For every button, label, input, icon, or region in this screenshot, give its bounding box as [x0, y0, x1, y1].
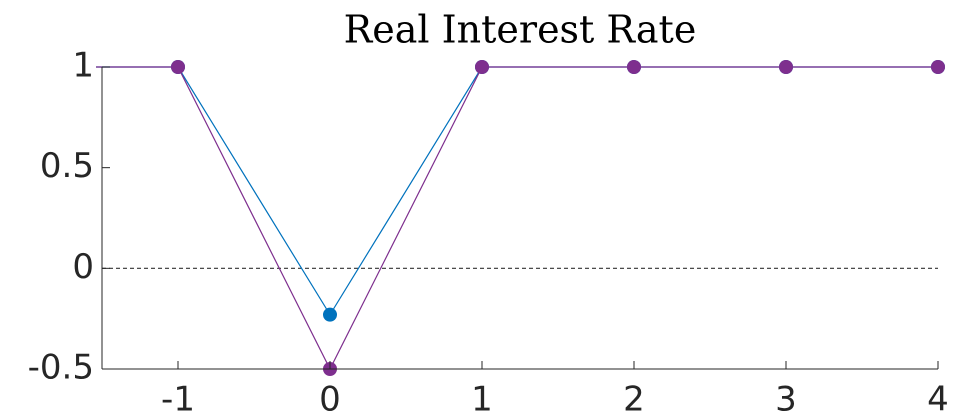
series-line	[96, 66, 938, 371]
marker	[931, 60, 945, 74]
series-line	[96, 66, 938, 316]
marker	[475, 60, 489, 74]
y-tick-label: 1	[72, 46, 94, 86]
x-tick-label: 1	[471, 380, 493, 413]
marker	[19, 60, 33, 74]
marker	[171, 60, 185, 74]
marker	[323, 307, 337, 322]
plot-area	[19, 60, 945, 376]
marker	[19, 60, 33, 74]
x-tick-label: 4	[927, 380, 949, 413]
y-tick-label: -0.5	[28, 348, 94, 388]
y-tick-label: 0	[72, 247, 94, 287]
x-tick-label: 0	[319, 380, 341, 413]
marker	[627, 60, 641, 74]
chart-title: Real Interest Rate	[344, 8, 697, 52]
x-tick-label: -1	[161, 380, 195, 413]
marker	[779, 60, 793, 74]
x-tick-label: 2	[623, 380, 645, 413]
y-tick-label: 0.5	[40, 146, 94, 186]
x-tick-label: 3	[775, 380, 797, 413]
